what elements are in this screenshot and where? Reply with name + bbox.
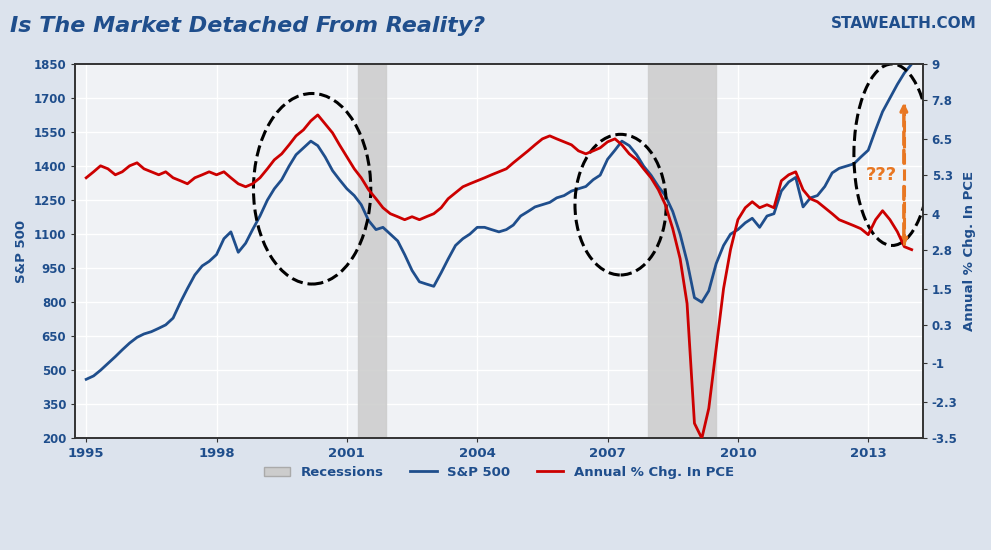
Y-axis label: Annual % Chg. In PCE: Annual % Chg. In PCE [963,171,976,331]
Text: Is The Market Detached From Reality?: Is The Market Detached From Reality? [10,16,485,36]
Legend: Recessions, S&P 500, Annual % Chg. In PCE: Recessions, S&P 500, Annual % Chg. In PC… [259,460,739,484]
Y-axis label: S&P 500: S&P 500 [15,219,28,283]
Bar [647,64,716,438]
Text: ???: ??? [866,166,897,184]
Text: STAWEALTH.COM: STAWEALTH.COM [830,16,976,31]
Bar [358,64,385,438]
